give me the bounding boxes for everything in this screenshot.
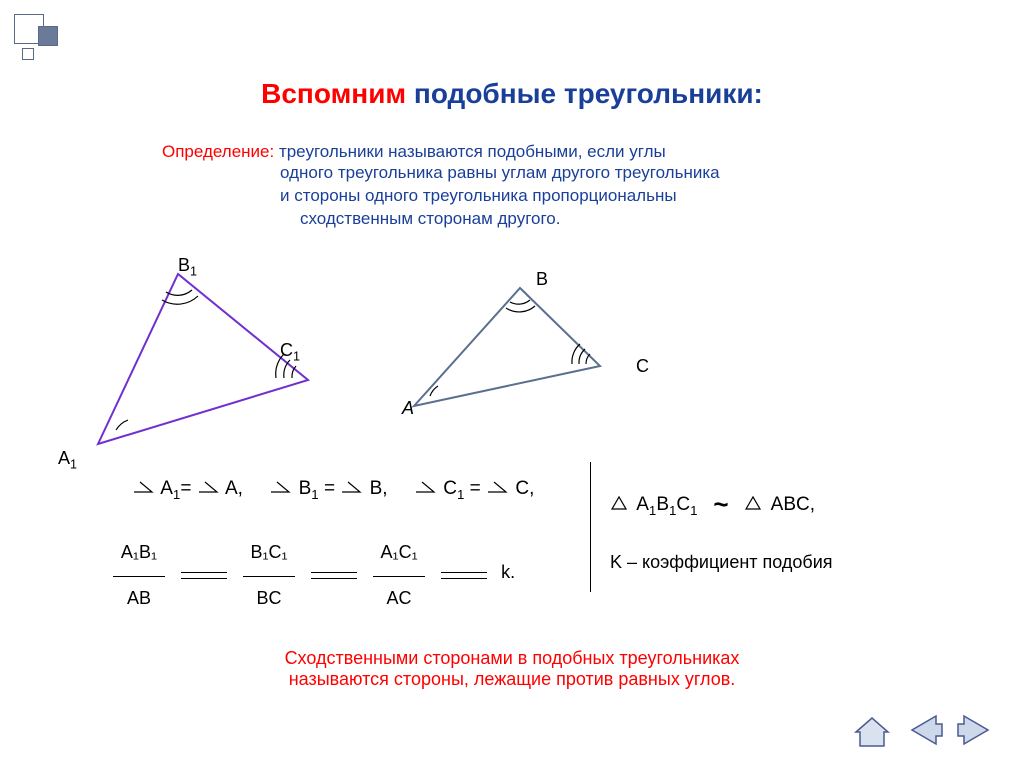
- divider: [590, 462, 591, 592]
- equals-icon: [441, 572, 487, 579]
- triangle-icon: [744, 495, 762, 517]
- fraction: B₁C₁ BC: [242, 540, 296, 611]
- definition-line4: сходственным сторонам другого.: [300, 209, 560, 229]
- triangle-icon: [610, 495, 628, 517]
- label-a: A: [402, 398, 414, 419]
- label-c1: C1: [280, 340, 300, 364]
- definition-line2: одного треугольника равны углам другого …: [280, 163, 720, 183]
- equals-icon: [311, 572, 357, 579]
- angle-icon: [486, 478, 508, 492]
- footer-note: Сходственными сторонами в подобных треуг…: [0, 648, 1024, 690]
- angle-icon: [197, 478, 219, 492]
- triangle-a1b1c1: [48, 260, 348, 465]
- k-value: k.: [501, 562, 515, 582]
- page-title: Вспомним подобные треугольники:: [0, 78, 1024, 110]
- equals-icon: [181, 572, 227, 579]
- angle-icon: [414, 478, 436, 492]
- definition-line3: и стороны одного треугольника пропорцион…: [280, 186, 677, 206]
- angle-icon: [132, 478, 154, 492]
- label-c: C: [636, 356, 649, 377]
- prev-button[interactable]: [902, 710, 946, 750]
- home-button[interactable]: [850, 710, 894, 750]
- angle-icon: [269, 478, 291, 492]
- similarity-statement: A1B1C1 ~ ABC, K – коэффициент подобия: [610, 450, 833, 573]
- next-button[interactable]: [954, 710, 998, 750]
- label-b: B: [536, 269, 548, 290]
- triangle-abc: [380, 276, 640, 431]
- def-text1: треугольники называются подобными, если …: [279, 142, 666, 161]
- fraction: A₁C₁ AC: [372, 540, 426, 611]
- ratio-equation: A₁B₁ AB B₁C₁ BC A₁C₁ AC k.: [106, 540, 515, 611]
- k-coefficient: K – коэффициент подобия: [610, 552, 833, 573]
- title-red: Вспомним: [261, 78, 406, 109]
- label-a1: A1: [58, 448, 77, 472]
- angle-icon: [340, 478, 362, 492]
- definition-line1: Определение: треугольники называются под…: [162, 140, 666, 164]
- angle-equalities: A1= A, B1 = B, C1 = C,: [132, 478, 534, 502]
- fraction: A₁B₁ AB: [112, 540, 166, 611]
- title-blue: подобные треугольники:: [406, 78, 763, 109]
- similar-icon: ~: [713, 489, 728, 519]
- def-label: Определение:: [162, 142, 279, 161]
- label-b1: B1: [178, 255, 197, 279]
